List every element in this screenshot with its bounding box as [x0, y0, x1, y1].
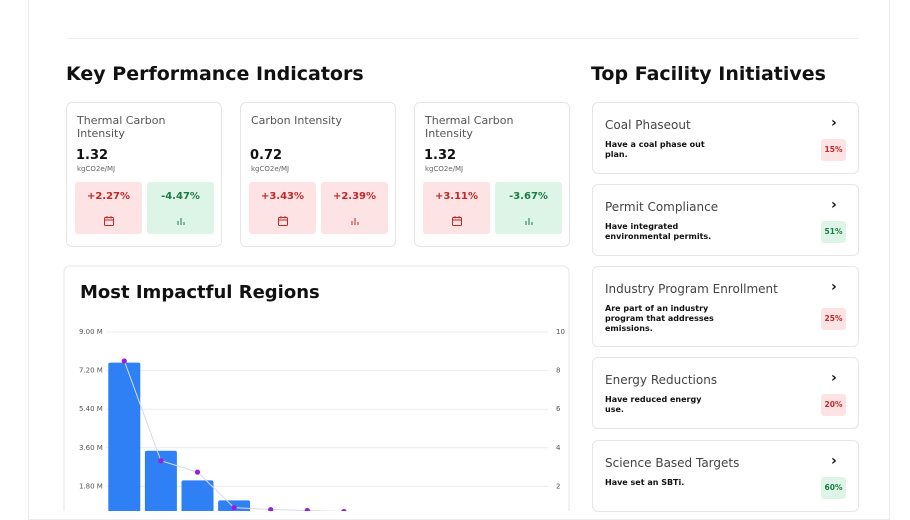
kpi-change: +2.39% [332, 191, 377, 202]
y2-tick-label: 6 [556, 405, 561, 413]
chevron: › [831, 370, 837, 386]
kpi-unit: kgCO2e/MJ [425, 165, 464, 173]
initiative-description: Have reduced energy use. [605, 395, 702, 414]
line-point [341, 508, 347, 511]
kpi-change-box: -4.47% [147, 182, 214, 234]
initiative-card[interactable]: Science Based Targets › Have set an SBTi. 6… [592, 440, 859, 512]
kpi-icon [175, 212, 187, 225]
bar [144, 450, 177, 511]
initiative-badge: 51% [821, 221, 846, 243]
y-tick-label: 7.20 M [79, 367, 103, 375]
y2-tick-label: 2 [556, 482, 560, 490]
kpi-unit: kgCO2e/MJ [251, 165, 290, 173]
chevron: › [831, 453, 837, 469]
kpi-unit: kgCO2e/MJ [77, 165, 116, 173]
initiatives-heading: Top Facility Initiatives [591, 63, 826, 85]
initiative-title: Energy Reductions [605, 373, 718, 387]
kpi-card: Thermal Carbon Intensity 1.32 kgCO2e/MJ +3.… [414, 102, 570, 247]
chevron: › [831, 279, 837, 295]
initiative-title: Science Based Targets [605, 456, 740, 470]
kpi-icon [103, 212, 115, 226]
y2-tick-label: 4 [556, 444, 561, 452]
kpi-change-box: -3.67% [495, 182, 562, 234]
initiative-badge: 20% [821, 394, 846, 416]
chart-card [63, 265, 570, 511]
kpi-change: +3.11% [434, 191, 479, 202]
kpi-change: -4.47% [161, 191, 200, 202]
y2-tick-label: 10 [556, 328, 565, 336]
y-tick-label: 5.40 M [79, 405, 103, 413]
kpi-icon [349, 212, 361, 225]
kpi-icon [277, 212, 289, 226]
line-point [231, 505, 237, 511]
initiative-badge: 60% [821, 477, 846, 499]
kpi-title: Carbon Intensity [251, 114, 343, 127]
chart-title: Most Impactful Regions [80, 282, 320, 303]
kpi-change: +2.27% [86, 191, 131, 202]
kpi-value: 1.32 [76, 148, 109, 163]
initiative-card[interactable]: Permit Compliance › Have integrated enviro… [592, 184, 859, 256]
line-point [121, 358, 127, 364]
kpi-title: Thermal Carbon Intensity [77, 114, 166, 140]
kpi-title: Thermal Carbon Intensity [425, 114, 514, 140]
kpi-change-box: +3.11% [423, 182, 490, 234]
bar [108, 362, 141, 511]
kpi-card: Carbon Intensity 0.72 kgCO2e/MJ +3.43% +2.39… [240, 102, 396, 247]
chevron: › [831, 115, 837, 131]
initiative-badge: 25% [821, 307, 846, 330]
kpi-icon [451, 212, 463, 226]
initiative-card[interactable]: Industry Program Enrollment › Are part of … [592, 266, 859, 347]
y-tick-label: 3.60 M [79, 444, 103, 452]
line-point [304, 507, 310, 511]
y2-tick-label: 8 [556, 367, 560, 375]
initiative-badge: 15% [821, 139, 846, 161]
initiative-description: Are part of an industry program that add… [605, 304, 714, 333]
initiative-card[interactable]: Energy Reductions › Have reduced energy us… [592, 357, 859, 429]
initiative-card[interactable]: Coal Phaseout › Have a coal phase out plan… [592, 102, 859, 174]
chevron: › [831, 197, 837, 213]
kpi-heading: Key Performance Indicators [66, 63, 364, 85]
y-tick-label: 1.80 M [79, 482, 103, 490]
initiative-description: Have a coal phase out plan. [605, 140, 705, 159]
kpi-change-box: +2.39% [321, 182, 388, 234]
line-point [158, 458, 164, 464]
line-point [268, 506, 274, 511]
kpi-icon [523, 212, 535, 225]
divider [66, 38, 858, 39]
kpi-change-box: +3.43% [249, 182, 316, 234]
kpi-change: -3.67% [509, 191, 548, 202]
kpi-value: 1.32 [424, 148, 457, 163]
initiative-description: Have integrated environmental permits. [605, 222, 712, 241]
kpi-card: Thermal Carbon Intensity 1.32 kgCO2e/MJ +2.… [66, 102, 222, 247]
kpi-value: 0.72 [250, 148, 283, 163]
line-point [194, 469, 201, 475]
bar [181, 480, 214, 511]
initiative-title: Coal Phaseout [605, 118, 691, 132]
initiative-title: Industry Program Enrollment [605, 282, 778, 296]
initiative-description: Have set an SBTi. [605, 478, 685, 487]
kpi-change-box: +2.27% [75, 182, 142, 234]
kpi-change: +3.43% [260, 191, 305, 202]
y-tick-label: 9.00 M [79, 328, 103, 336]
initiative-title: Permit Compliance [605, 200, 719, 214]
